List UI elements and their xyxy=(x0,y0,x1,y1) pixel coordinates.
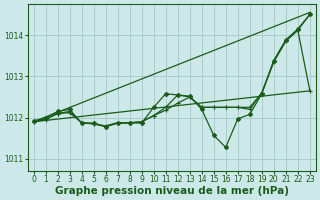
X-axis label: Graphe pression niveau de la mer (hPa): Graphe pression niveau de la mer (hPa) xyxy=(55,186,289,196)
